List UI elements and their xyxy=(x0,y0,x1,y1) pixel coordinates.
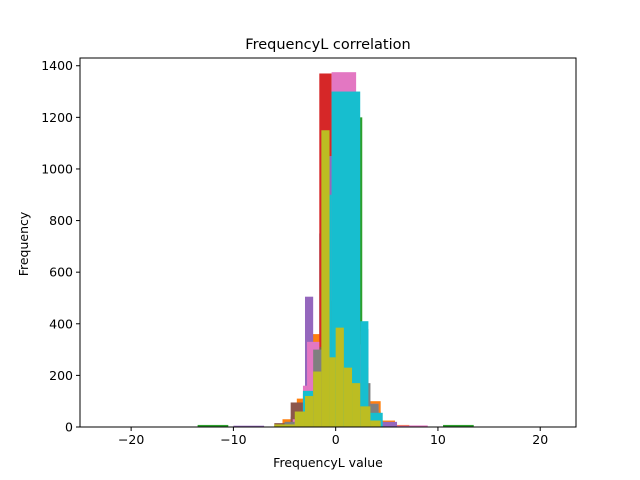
bar-s9-0 xyxy=(321,130,330,427)
y-axis: 0 200 400 600 800 1000 1200 1400 xyxy=(41,58,80,435)
axes-frame xyxy=(79,57,577,428)
y-tick-label: 200 xyxy=(49,368,73,383)
bar-s2-3 xyxy=(443,424,474,427)
y-tick-label: 1000 xyxy=(41,161,73,176)
bar-s9-7 xyxy=(360,406,371,427)
y-tick-label: 1400 xyxy=(41,58,73,73)
bar-s6-6 xyxy=(397,425,428,427)
bar-s9-2 xyxy=(335,327,344,427)
y-tick-label: 600 xyxy=(49,265,73,280)
chart-title: FrequencyL correlation xyxy=(245,37,410,53)
x-axis-label: FrequencyL value xyxy=(273,455,383,470)
y-tick-label: 400 xyxy=(49,316,73,331)
x-axis: −20 −10 0 10 20 xyxy=(118,427,548,447)
x-tick-label: 10 xyxy=(430,432,446,447)
bar-s9-10 xyxy=(274,424,295,427)
bar-s9-3 xyxy=(343,367,353,427)
bar-s9-1 xyxy=(329,357,336,427)
y-tick-label: 800 xyxy=(49,213,73,228)
bar-s9-5 xyxy=(304,396,314,427)
y-tick-label: 0 xyxy=(65,420,73,435)
bar-s9-4 xyxy=(313,371,322,427)
x-tick-label: −10 xyxy=(220,432,246,447)
bar-s8-1 xyxy=(360,321,369,427)
x-tick-label: 0 xyxy=(332,432,340,447)
bar-s4-6 xyxy=(378,421,398,427)
x-tick-label: −20 xyxy=(118,432,144,447)
plot-area: −20 −10 0 10 20 0 200 400 600 800 1000 1200 1400 xyxy=(41,57,577,447)
bar-s2-2 xyxy=(197,424,229,427)
bar-s9-9 xyxy=(370,420,381,427)
series-9 xyxy=(274,130,381,427)
bar-s4-7 xyxy=(233,425,265,427)
bar-s9-8 xyxy=(294,411,305,427)
y-tick-label: 1200 xyxy=(41,110,73,125)
x-tick-label: 20 xyxy=(532,432,548,447)
bar-s9-6 xyxy=(352,383,361,427)
y-axis-label: Frequency xyxy=(16,211,31,276)
bars-layer xyxy=(197,72,474,428)
